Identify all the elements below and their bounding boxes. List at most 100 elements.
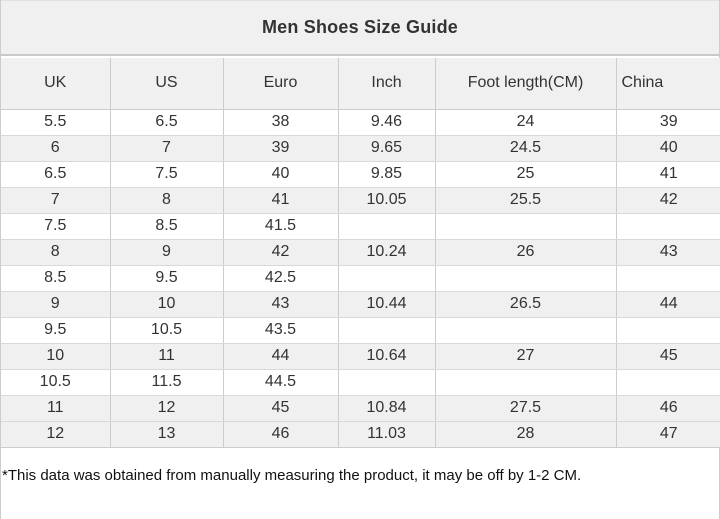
table-cell-foot-length-cm: 24.5 xyxy=(434,135,616,162)
table-row: 7.5 8.5 41.5 xyxy=(1,213,720,240)
table-cell-inch xyxy=(337,317,435,344)
table-cell-us: 9.5 xyxy=(109,265,223,292)
table-cell-inch xyxy=(337,213,435,240)
table-cell-uk: 11 xyxy=(1,395,110,422)
table-cell-us: 13 xyxy=(109,421,223,448)
table-cell-china: 43 xyxy=(615,239,720,266)
table-row: 6 7 39 9.65 24.5 40 xyxy=(1,135,720,162)
table-row: 12 13 46 11.03 28 47 xyxy=(1,421,720,448)
table-cell-china xyxy=(615,317,720,344)
column-header-uk: UK xyxy=(1,58,110,110)
table-cell-euro: 44 xyxy=(222,343,338,370)
table-cell-inch: 9.65 xyxy=(337,135,435,162)
table-cell-us: 8.5 xyxy=(109,213,223,240)
table-cell-uk: 10 xyxy=(1,343,110,370)
table-cell-euro: 42.5 xyxy=(222,265,338,292)
table-cell-foot-length-cm: 25.5 xyxy=(434,187,616,214)
table-cell-foot-length-cm xyxy=(434,317,616,344)
table-cell-uk: 6 xyxy=(1,135,110,162)
table-cell-euro: 40 xyxy=(222,161,338,188)
table-cell-uk: 5.5 xyxy=(1,109,110,136)
table-cell-euro: 38 xyxy=(222,109,338,136)
table-cell-uk: 9 xyxy=(1,291,110,318)
table-cell-euro: 44.5 xyxy=(222,369,338,396)
table-row: 8.5 9.5 42.5 xyxy=(1,265,720,292)
table-cell-china: 45 xyxy=(615,343,720,370)
table-cell-china: 47 xyxy=(615,421,720,448)
table-cell-inch: 10.05 xyxy=(337,187,435,214)
table-cell-uk: 12 xyxy=(1,421,110,448)
table-cell-inch: 10.44 xyxy=(337,291,435,318)
table-cell-euro: 45 xyxy=(222,395,338,422)
table-cell-foot-length-cm: 26.5 xyxy=(434,291,616,318)
table-cell-inch: 11.03 xyxy=(337,421,435,448)
table-cell-uk: 7 xyxy=(1,187,110,214)
size-chart-table: UK US Euro Inch Foot length(CM) China 5.5 6.5 3… xyxy=(1,58,720,448)
header-row: UK US Euro Inch Foot length(CM) China xyxy=(1,58,720,110)
table-cell-china: 44 xyxy=(615,291,720,318)
table-cell-foot-length-cm xyxy=(434,369,616,396)
table-cell-china: 42 xyxy=(615,187,720,214)
table-cell-us: 7 xyxy=(109,135,223,162)
table-cell-uk: 9.5 xyxy=(1,317,110,344)
table-cell-inch: 10.24 xyxy=(337,239,435,266)
table-cell-inch: 9.85 xyxy=(337,161,435,188)
table-cell-uk: 10.5 xyxy=(1,369,110,396)
table-row: 9 10 43 10.44 26.5 44 xyxy=(1,291,720,318)
table-cell-china xyxy=(615,213,720,240)
column-header-china: China xyxy=(615,58,720,110)
table-cell-inch xyxy=(337,265,435,292)
table-cell-china: 40 xyxy=(615,135,720,162)
table-cell-us: 12 xyxy=(109,395,223,422)
table-cell-inch: 9.46 xyxy=(337,109,435,136)
table-cell-us: 11 xyxy=(109,343,223,370)
table-cell-us: 10.5 xyxy=(109,317,223,344)
table-cell-us: 9 xyxy=(109,239,223,266)
size-table-body: 5.5 6.5 38 9.46 24 39 6 7 39 9.65 24.5 40 6.5 7.5 40 9.… xyxy=(1,109,720,448)
table-cell-inch xyxy=(337,369,435,396)
table-cell-euro: 43.5 xyxy=(222,317,338,344)
table-cell-inch: 10.84 xyxy=(337,395,435,422)
table-cell-china xyxy=(615,369,720,396)
table-cell-china xyxy=(615,265,720,292)
table-row: 7 8 41 10.05 25.5 42 xyxy=(1,187,720,214)
table-cell-china: 41 xyxy=(615,161,720,188)
table-cell-foot-length-cm: 24 xyxy=(434,109,616,136)
table-cell-euro: 41 xyxy=(222,187,338,214)
table-cell-euro: 43 xyxy=(222,291,338,318)
table-cell-uk: 8.5 xyxy=(1,265,110,292)
table-cell-foot-length-cm: 27 xyxy=(434,343,616,370)
table-cell-foot-length-cm: 27.5 xyxy=(434,395,616,422)
table-cell-us: 8 xyxy=(109,187,223,214)
table-row: 8 9 42 10.24 26 43 xyxy=(1,239,720,266)
table-cell-euro: 46 xyxy=(222,421,338,448)
table-row: 10.5 11.5 44.5 xyxy=(1,369,720,396)
table-cell-china: 46 xyxy=(615,395,720,422)
table-cell-foot-length-cm xyxy=(434,213,616,240)
table-row: 5.5 6.5 38 9.46 24 39 xyxy=(1,109,720,136)
table-cell-us: 7.5 xyxy=(109,161,223,188)
table-cell-uk: 6.5 xyxy=(1,161,110,188)
table-cell-us: 6.5 xyxy=(109,109,223,136)
table-cell-foot-length-cm: 26 xyxy=(434,239,616,266)
table-cell-uk: 7.5 xyxy=(1,213,110,240)
table-cell-uk: 8 xyxy=(1,239,110,266)
table-cell-euro: 42 xyxy=(222,239,338,266)
column-header-us: US xyxy=(109,58,223,110)
table-row: 10 11 44 10.64 27 45 xyxy=(1,343,720,370)
table-cell-euro: 39 xyxy=(222,135,338,162)
table-row: 6.5 7.5 40 9.85 25 41 xyxy=(1,161,720,188)
table-cell-us: 11.5 xyxy=(109,369,223,396)
table-cell-foot-length-cm: 25 xyxy=(434,161,616,188)
table-cell-inch: 10.64 xyxy=(337,343,435,370)
table-row: 9.5 10.5 43.5 xyxy=(1,317,720,344)
page-title: Men Shoes Size Guide xyxy=(1,0,719,56)
footnote-text: *This data was obtained from manually me… xyxy=(1,447,719,484)
table-cell-china: 39 xyxy=(615,109,720,136)
column-header-foot-length-cm: Foot length(CM) xyxy=(434,58,616,110)
table-cell-foot-length-cm xyxy=(434,265,616,292)
table-cell-foot-length-cm: 28 xyxy=(434,421,616,448)
table-cell-us: 10 xyxy=(109,291,223,318)
column-header-euro: Euro xyxy=(222,58,338,110)
